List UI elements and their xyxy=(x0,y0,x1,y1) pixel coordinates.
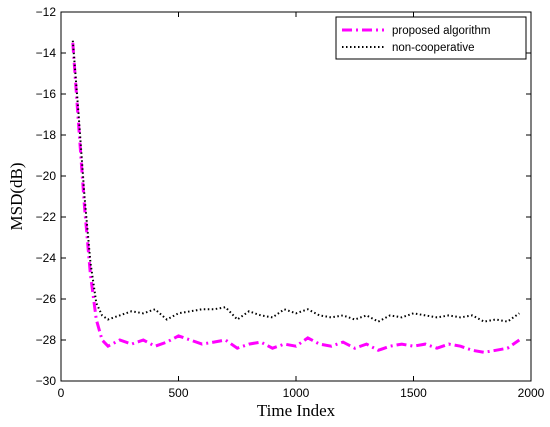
y-tick-label: −26 xyxy=(36,292,57,306)
y-tick-label: −28 xyxy=(36,333,57,347)
legend-box xyxy=(335,16,527,60)
x-tick-label: 2000 xyxy=(518,386,545,400)
y-tick-label: −12 xyxy=(36,5,57,19)
y-axis-label: MSD(dB) xyxy=(7,162,26,230)
y-tick-label: −30 xyxy=(36,374,57,388)
y-tick-label: −18 xyxy=(36,128,57,142)
series-layer xyxy=(71,40,521,354)
x-tick-label: 1000 xyxy=(283,386,310,400)
x-tick-label: 500 xyxy=(168,386,188,400)
x-tick-label: 1500 xyxy=(400,386,427,400)
axes-box xyxy=(60,11,532,382)
legend: proposed algorithm non-cooperative xyxy=(335,16,527,60)
y-tick-label: −24 xyxy=(36,251,57,265)
x-tick-label: 0 xyxy=(58,386,65,400)
y-tick-label: −20 xyxy=(36,169,57,183)
x-axis-label: Time Index xyxy=(257,401,336,420)
y-tick-label: −16 xyxy=(36,87,57,101)
y-tick-label: −14 xyxy=(36,46,57,60)
ticks-layer: 0 500 1000 1500 2000 −30 −28 −26 −24 −22 −20 −18 −16… xyxy=(36,5,545,400)
series-line-proposed-algorithm xyxy=(71,42,521,354)
y-tick-label: −22 xyxy=(36,210,57,224)
series-line-non-cooperative xyxy=(71,40,520,323)
legend-label-proposed-algorithm: proposed algorithm xyxy=(392,25,490,37)
legend-label-non-cooperative: non-cooperative xyxy=(392,42,474,54)
